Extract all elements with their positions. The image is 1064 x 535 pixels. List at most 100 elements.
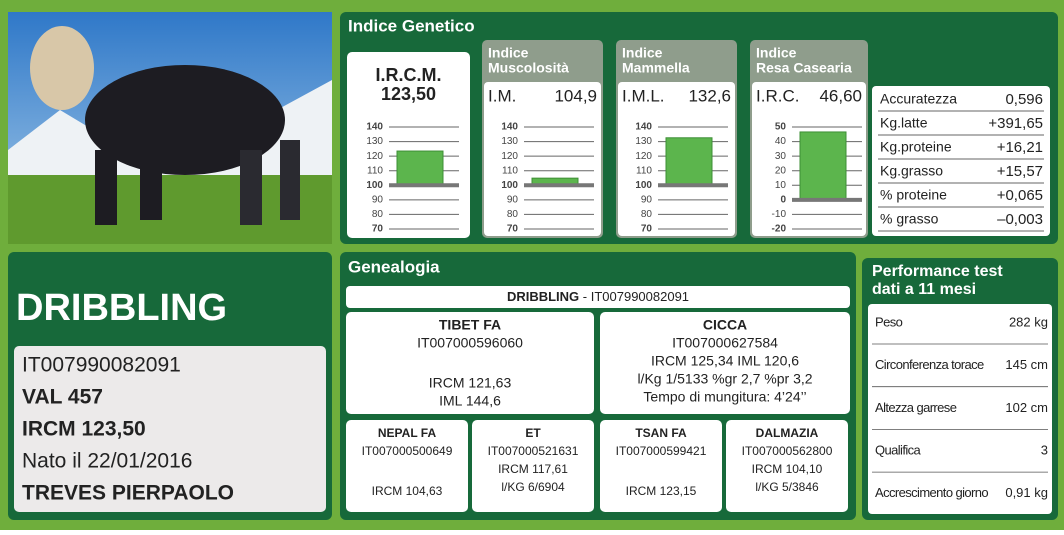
stat-value: –0,003: [997, 211, 1043, 228]
y-tick-label: 40: [775, 136, 787, 147]
stat-label: Accuratezza: [880, 91, 957, 107]
pedigree-box: [346, 420, 468, 512]
pedigree-line: IRCM 104,63: [372, 484, 443, 498]
animal-line: TREVES PIERPAOLO: [22, 482, 234, 505]
pedigree-line: IRCM 121,63: [429, 375, 512, 391]
panel-header-text: Mammella: [622, 60, 690, 76]
stat-value: 0,596: [1005, 91, 1043, 108]
panel-header-text: Indice: [756, 45, 797, 61]
y-tick-label: 100: [501, 180, 518, 191]
subject-id: - IT007990082091: [579, 289, 689, 304]
y-tick-label: 120: [501, 151, 518, 162]
stat-value: +15,57: [997, 163, 1043, 180]
stat-value: +16,21: [997, 139, 1043, 156]
panel-header-text: Resa Casearia: [756, 60, 852, 76]
animal-line: IRCM 123,50: [22, 418, 146, 441]
y-tick-label: 100: [366, 180, 383, 191]
y-tick-label: 10: [775, 180, 787, 191]
index-value: 46,60: [819, 86, 862, 105]
pedigree-name: TSAN FA: [635, 426, 687, 440]
stat-label: Kg.proteine: [880, 139, 952, 155]
bar: [665, 137, 713, 186]
pedigree-line: IRCM 117,61: [498, 462, 568, 476]
pedigree-name: ET: [525, 426, 541, 440]
y-tick-label: 70: [372, 224, 384, 235]
y-tick-label: 120: [635, 151, 652, 162]
index-label: I.R.C.: [756, 86, 799, 105]
y-tick-label: 0: [780, 194, 786, 205]
pedigree-id: IT007000500649: [362, 444, 453, 458]
animal-line: VAL 457: [22, 386, 103, 409]
bar: [396, 150, 444, 186]
y-tick-label: 80: [372, 209, 384, 220]
y-tick-label: 110: [502, 165, 518, 176]
y-tick-label: 30: [775, 151, 787, 162]
pedigree-box: [600, 420, 722, 512]
perf-value: 145 cm: [1005, 357, 1048, 372]
index-value: 104,9: [554, 86, 597, 105]
index-label: I.M.L.: [622, 86, 665, 105]
pedigree-box: [600, 312, 850, 414]
pedigree-id: IT007000596060: [417, 335, 523, 351]
y-tick-label: 110: [636, 165, 652, 176]
y-tick-label: 80: [641, 209, 653, 220]
y-tick-label: 140: [366, 122, 383, 133]
y-tick-label: 90: [372, 194, 384, 205]
subject-box: [346, 286, 850, 308]
pedigree-line: IRCM 104,10: [752, 462, 823, 476]
y-tick-label: 100: [635, 180, 652, 191]
panel-header-text: Indice: [622, 45, 663, 61]
pedigree-line: l/KG 5/3846: [755, 480, 819, 494]
panel-body: [484, 82, 601, 236]
index-value: 132,6: [688, 86, 731, 105]
stat-value: +0,065: [997, 187, 1043, 204]
y-tick-label: -20: [772, 224, 787, 235]
perf-value: 0,91 kg: [1005, 485, 1048, 500]
stat-label: % grasso: [880, 211, 939, 227]
panel-header-text: Indice: [488, 45, 529, 61]
pedigree-box: [346, 312, 594, 414]
y-tick-label: 80: [507, 209, 519, 220]
subject: DRIBBLING - IT007990082091: [507, 289, 689, 304]
y-tick-label: 90: [641, 194, 653, 205]
animal-line: IT007990082091: [22, 354, 181, 377]
y-tick-label: 110: [367, 165, 383, 176]
perf-value: 282 kg: [1009, 314, 1048, 329]
perf-label: Circonferenza torace: [875, 357, 984, 372]
panel-title: Genealogia: [348, 257, 440, 276]
perf-label: Peso: [875, 314, 903, 329]
index-value: 123,50: [381, 84, 436, 104]
photo: [8, 12, 332, 244]
stat-value: +391,65: [988, 115, 1043, 132]
pedigree-id: IT007000521631: [488, 444, 579, 458]
animal-line: Nato il 22/01/2016: [22, 450, 192, 473]
stat-label: Kg.grasso: [880, 163, 943, 179]
y-tick-label: 20: [775, 165, 787, 176]
pedigree-line: l/KG 6/6904: [501, 480, 565, 494]
pedigree-id: IT007000562800: [742, 444, 833, 458]
y-tick-label: 130: [501, 136, 518, 147]
panel-body: [347, 52, 470, 238]
pedigree-line: Tempo di mungitura: 4’24’’: [643, 389, 806, 405]
pedigree-box: [472, 420, 594, 512]
panel-header-text: Muscolosità: [488, 60, 569, 76]
pedigree-name: DALMAZIA: [756, 426, 819, 440]
y-tick-label: 50: [775, 122, 787, 133]
pedigree-line: IRCM 123,15: [626, 484, 697, 498]
perf-value: 3: [1041, 443, 1048, 458]
bar: [799, 131, 847, 201]
y-tick-label: 130: [635, 136, 652, 147]
pedigree-name: TIBET FA: [439, 317, 501, 333]
performance-box: [868, 304, 1052, 514]
panel-title: Performance test: [872, 263, 1003, 280]
y-tick-label: 70: [507, 224, 519, 235]
pedigree-line: IRCM 125,34 IML 120,6: [651, 353, 799, 369]
index-label: I.M.: [488, 86, 516, 105]
pedigree-line: IML 144,6: [439, 393, 501, 409]
animal-box: [14, 346, 326, 512]
stat-label: % proteine: [880, 187, 947, 203]
pedigree-id: IT007000599421: [616, 444, 707, 458]
y-tick-label: 70: [641, 224, 653, 235]
index-label: I.R.C.M.: [376, 65, 442, 85]
